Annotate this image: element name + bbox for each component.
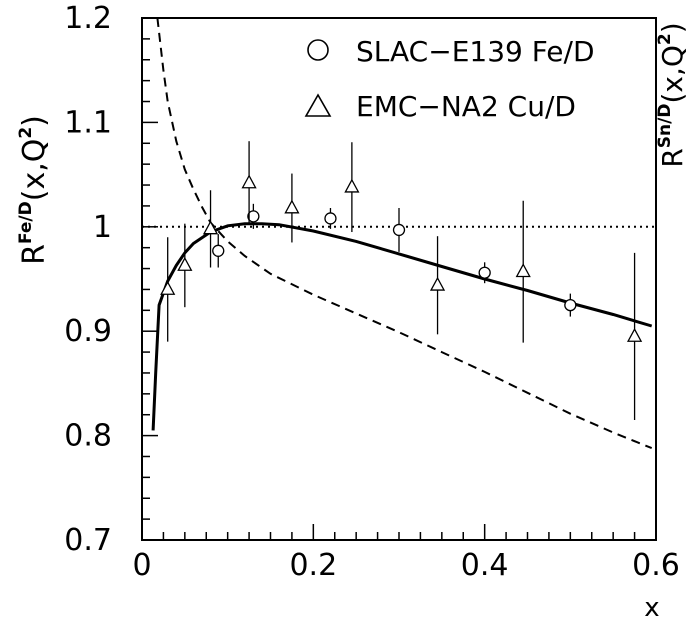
legend-circle-marker xyxy=(307,39,329,61)
data-point-triangle xyxy=(177,256,193,271)
y-axis-label-args: (x,Q xyxy=(17,139,52,202)
model-curve-solid xyxy=(151,222,653,431)
y-tick-label: 1 xyxy=(93,210,112,245)
data-point-circle xyxy=(247,210,260,223)
y-axis-label: RFe/D(x,Q2) xyxy=(16,115,52,265)
tick-layer xyxy=(141,17,657,541)
curve-layer xyxy=(151,17,653,450)
y-tick-label: 0.9 xyxy=(64,314,112,349)
data-point-circle xyxy=(324,212,337,225)
data-point-circle xyxy=(212,244,225,257)
data-point-triangle xyxy=(160,280,176,295)
x-tick-label: 0 xyxy=(132,548,151,583)
y-tick-label: 0.7 xyxy=(64,523,112,558)
legend: SLAC−E139 Fe/D EMC−NA2 Cu/D xyxy=(304,35,595,123)
data-point-triangle xyxy=(202,220,219,235)
data-point-circle xyxy=(564,298,577,312)
adjacent-panel-y-label-main: R xyxy=(656,148,686,167)
legend-label-emc: EMC−NA2 Cu/D xyxy=(356,90,576,123)
data-point-triangle xyxy=(344,178,360,193)
x-tick-label: 0.6 xyxy=(632,548,680,583)
y-axis-label-superscript: Fe/D xyxy=(16,201,36,244)
adjacent-panel-y-label: RSn/D(x,Q2) xyxy=(655,22,686,167)
data-point-triangle xyxy=(626,327,643,342)
adjacent-panel-y-label-exponent: 2 xyxy=(655,33,675,45)
data-point-circle xyxy=(392,223,406,237)
adjacent-panel-y-label-close: ) xyxy=(656,22,686,33)
y-axis-label-close: ) xyxy=(17,115,52,127)
data-point-triangle xyxy=(515,263,531,278)
y-axis-label-main: R xyxy=(17,244,52,265)
y-tick-label: 1.2 xyxy=(64,1,112,36)
data-point-triangle xyxy=(241,174,257,189)
model-curve-dashed xyxy=(156,17,653,450)
data-point-circle xyxy=(478,266,491,279)
legend-triangle-marker xyxy=(304,93,332,117)
x-tick-label: 0.2 xyxy=(289,548,337,583)
data-point-triangle xyxy=(284,199,300,214)
y-axis-label-exponent: 2 xyxy=(16,127,36,139)
x-tick-label: 0.4 xyxy=(461,548,509,583)
adjacent-panel-y-label-superscript: Sn/D xyxy=(655,104,675,149)
tick-label-layer: 0 0.2 0.4 0.6 0.7 0.8 0.9 1 1.1 1.2 xyxy=(64,1,680,583)
adjacent-panel-y-label-args: (x,Q xyxy=(656,45,686,103)
data-point-triangle xyxy=(429,276,446,291)
x-axis-label: x xyxy=(644,593,659,623)
data-point-layer xyxy=(160,141,643,420)
y-tick-label: 0.8 xyxy=(64,419,112,454)
legend-label-slac: SLAC−E139 Fe/D xyxy=(356,35,595,68)
y-tick-label: 1.1 xyxy=(64,105,112,140)
